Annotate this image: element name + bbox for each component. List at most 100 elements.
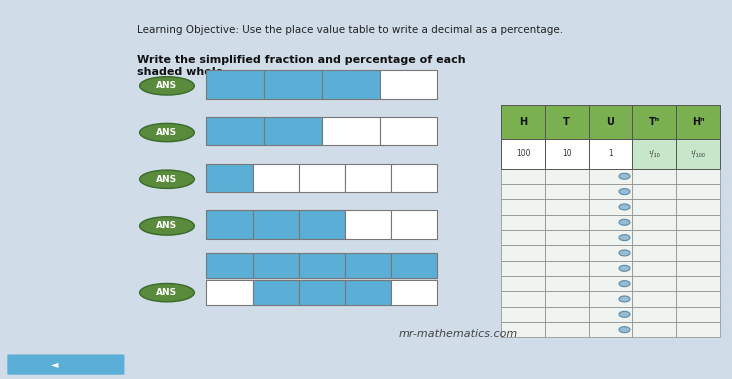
FancyBboxPatch shape <box>299 210 345 239</box>
FancyBboxPatch shape <box>632 169 676 184</box>
FancyBboxPatch shape <box>676 215 720 230</box>
FancyBboxPatch shape <box>589 169 632 184</box>
Text: Write the simplified fraction and percentage of each
shaded whole.: Write the simplified fraction and percen… <box>137 55 466 77</box>
Text: ANS: ANS <box>157 128 178 137</box>
FancyBboxPatch shape <box>501 322 545 337</box>
FancyBboxPatch shape <box>322 117 380 145</box>
FancyBboxPatch shape <box>589 105 632 139</box>
FancyBboxPatch shape <box>632 199 676 215</box>
FancyBboxPatch shape <box>632 307 676 322</box>
FancyBboxPatch shape <box>632 139 676 169</box>
Text: Hⁿ: Hⁿ <box>692 117 704 127</box>
FancyBboxPatch shape <box>7 354 124 375</box>
FancyBboxPatch shape <box>391 210 437 239</box>
Circle shape <box>619 280 630 287</box>
FancyBboxPatch shape <box>253 164 299 192</box>
FancyBboxPatch shape <box>589 276 632 291</box>
FancyBboxPatch shape <box>632 184 676 199</box>
FancyBboxPatch shape <box>391 164 437 192</box>
FancyBboxPatch shape <box>632 291 676 307</box>
FancyBboxPatch shape <box>501 245 545 261</box>
Text: ANS: ANS <box>157 81 178 90</box>
FancyBboxPatch shape <box>589 199 632 215</box>
Circle shape <box>619 296 630 302</box>
FancyBboxPatch shape <box>545 307 589 322</box>
FancyBboxPatch shape <box>501 184 545 199</box>
FancyBboxPatch shape <box>322 70 380 99</box>
FancyBboxPatch shape <box>632 276 676 291</box>
Ellipse shape <box>140 77 194 95</box>
FancyBboxPatch shape <box>345 164 391 192</box>
FancyBboxPatch shape <box>676 261 720 276</box>
FancyBboxPatch shape <box>676 139 720 169</box>
FancyBboxPatch shape <box>501 230 545 245</box>
FancyBboxPatch shape <box>545 139 589 169</box>
Circle shape <box>619 204 630 210</box>
Text: ¹/₁₀: ¹/₁₀ <box>649 149 660 158</box>
FancyBboxPatch shape <box>501 139 545 169</box>
FancyBboxPatch shape <box>501 199 545 215</box>
FancyBboxPatch shape <box>589 215 632 230</box>
FancyBboxPatch shape <box>545 261 589 276</box>
FancyBboxPatch shape <box>632 245 676 261</box>
FancyBboxPatch shape <box>501 307 545 322</box>
FancyBboxPatch shape <box>632 215 676 230</box>
FancyBboxPatch shape <box>345 280 391 305</box>
FancyBboxPatch shape <box>501 291 545 307</box>
Text: 100: 100 <box>516 149 530 158</box>
FancyBboxPatch shape <box>253 253 299 278</box>
Ellipse shape <box>140 283 194 302</box>
FancyBboxPatch shape <box>545 199 589 215</box>
FancyBboxPatch shape <box>545 169 589 184</box>
FancyBboxPatch shape <box>545 215 589 230</box>
FancyBboxPatch shape <box>380 117 437 145</box>
FancyBboxPatch shape <box>545 322 589 337</box>
Text: 10: 10 <box>562 149 572 158</box>
FancyBboxPatch shape <box>676 184 720 199</box>
FancyBboxPatch shape <box>391 280 437 305</box>
Text: ANS: ANS <box>157 288 178 297</box>
Text: Learning Objective: Use the place value table to write a decimal as a percentage: Learning Objective: Use the place value … <box>137 25 563 35</box>
FancyBboxPatch shape <box>206 253 253 278</box>
Circle shape <box>619 265 630 271</box>
Text: ANS: ANS <box>157 175 178 184</box>
FancyBboxPatch shape <box>264 117 322 145</box>
Ellipse shape <box>140 124 194 142</box>
FancyBboxPatch shape <box>632 322 676 337</box>
FancyBboxPatch shape <box>253 210 299 239</box>
FancyBboxPatch shape <box>545 184 589 199</box>
Text: ◄: ◄ <box>51 359 59 369</box>
FancyBboxPatch shape <box>632 105 676 139</box>
Circle shape <box>619 219 630 225</box>
Text: mr-mathematics.com: mr-mathematics.com <box>399 329 518 339</box>
FancyBboxPatch shape <box>589 291 632 307</box>
FancyBboxPatch shape <box>299 253 345 278</box>
FancyBboxPatch shape <box>676 307 720 322</box>
FancyBboxPatch shape <box>206 117 264 145</box>
Text: Tⁿ: Tⁿ <box>649 117 660 127</box>
FancyBboxPatch shape <box>676 169 720 184</box>
Text: T: T <box>564 117 570 127</box>
Text: U: U <box>607 117 614 127</box>
FancyBboxPatch shape <box>676 105 720 139</box>
Text: ANS: ANS <box>157 221 178 230</box>
Circle shape <box>619 327 630 333</box>
FancyBboxPatch shape <box>380 70 437 99</box>
FancyBboxPatch shape <box>501 276 545 291</box>
FancyBboxPatch shape <box>545 230 589 245</box>
FancyBboxPatch shape <box>676 199 720 215</box>
FancyBboxPatch shape <box>345 210 391 239</box>
FancyBboxPatch shape <box>632 230 676 245</box>
FancyBboxPatch shape <box>676 322 720 337</box>
FancyBboxPatch shape <box>589 184 632 199</box>
Text: 1: 1 <box>608 149 613 158</box>
Ellipse shape <box>140 217 194 235</box>
FancyBboxPatch shape <box>206 210 253 239</box>
FancyBboxPatch shape <box>206 164 253 192</box>
FancyBboxPatch shape <box>545 276 589 291</box>
FancyBboxPatch shape <box>501 105 545 139</box>
FancyBboxPatch shape <box>545 105 589 139</box>
FancyBboxPatch shape <box>676 291 720 307</box>
Circle shape <box>619 173 630 179</box>
FancyBboxPatch shape <box>589 261 632 276</box>
